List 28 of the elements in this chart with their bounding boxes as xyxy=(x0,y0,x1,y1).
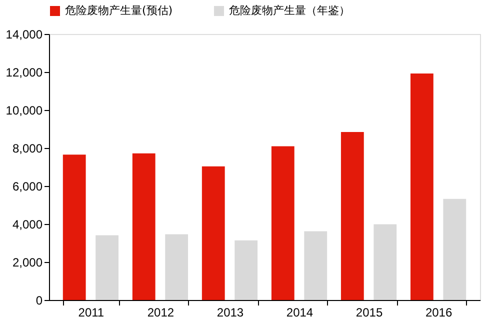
y-tick-label: 14,000 xyxy=(6,28,43,42)
y-tick-label: 10,000 xyxy=(6,104,43,118)
bar xyxy=(304,231,328,300)
y-tick-label: 6,000 xyxy=(12,180,43,194)
bar xyxy=(340,132,364,300)
y-tick-label: 8,000 xyxy=(12,142,43,156)
legend-label: 危险废物产生量（年鉴） xyxy=(229,4,350,17)
y-tick-label: 2,000 xyxy=(12,256,43,270)
bar xyxy=(202,166,225,300)
y-tick-label: 0 xyxy=(36,294,43,308)
bar xyxy=(62,154,86,300)
x-tick-label: 2014 xyxy=(286,306,314,320)
y-tick-label: 12,000 xyxy=(6,66,43,80)
x-tick-label: 2011 xyxy=(78,306,104,320)
bar xyxy=(410,74,434,300)
bar xyxy=(132,153,156,300)
x-tick-label: 2016 xyxy=(425,306,452,320)
x-tick-label: 2015 xyxy=(356,306,383,320)
bar xyxy=(271,146,294,300)
x-tick-label: 2012 xyxy=(147,306,174,320)
bar xyxy=(374,224,397,300)
x-tick-label: 2013 xyxy=(216,306,244,320)
bar xyxy=(96,235,119,300)
bar xyxy=(234,240,258,300)
bar xyxy=(165,234,188,300)
y-tick-label: 4,000 xyxy=(12,218,43,232)
bar xyxy=(443,198,466,300)
legend-label: 危险废物产生量(预估) xyxy=(65,4,173,17)
